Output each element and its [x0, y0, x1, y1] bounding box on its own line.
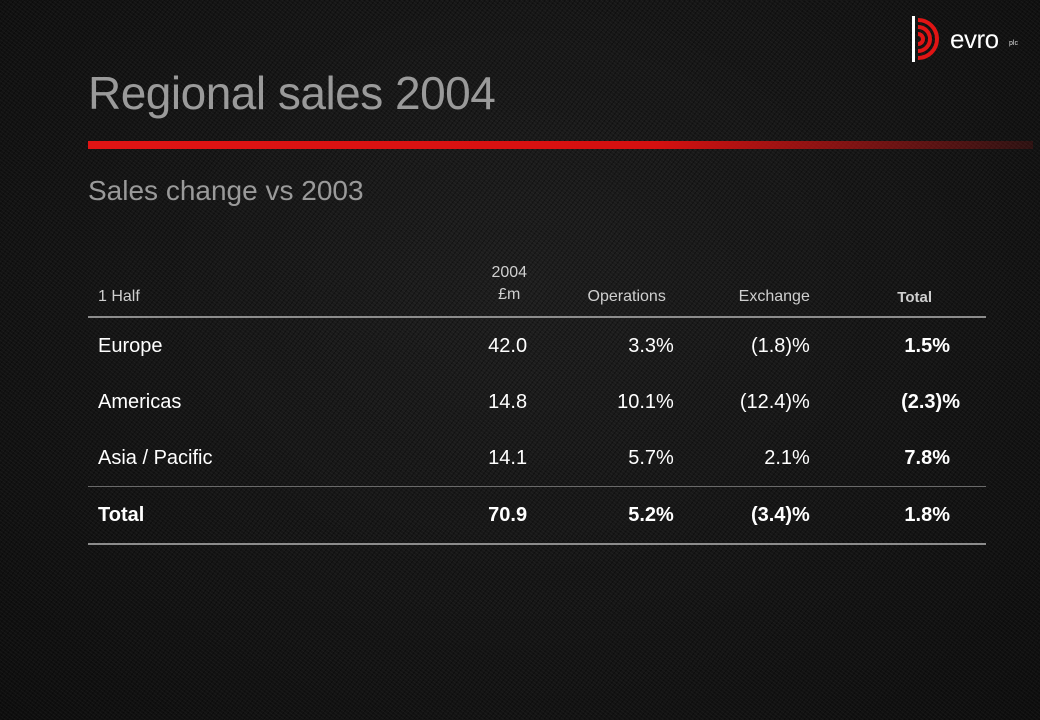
regional-sales-table: 1 Half 2004 £m Operations Exchange Total…	[88, 240, 986, 545]
cell-sales: 70.9	[488, 503, 528, 526]
table-row: Asia / Pacific 14.1 5.7% 2.1% 7.8%	[88, 430, 986, 487]
title-underline-bar	[88, 141, 1033, 149]
cell-region: Americas	[98, 390, 182, 413]
cell-total: 1.5%	[904, 334, 950, 357]
header-sales: 2004 £m	[229, 240, 527, 317]
slide-title: Regional sales 2004	[88, 67, 496, 119]
header-operations: Operations	[587, 288, 666, 305]
logo-suffix: plc	[1009, 40, 1018, 47]
cell-total: 1.8%	[904, 503, 950, 526]
cell-total: 7.8%	[904, 446, 950, 469]
header-year: 2004	[491, 264, 528, 281]
header-total: Total	[897, 289, 932, 306]
logo-wordmark: evro	[950, 24, 999, 54]
cell-exchange: 2.1%	[764, 446, 810, 469]
slide-subtitle: Sales change vs 2003	[88, 175, 364, 206]
cell-operations: 5.2%	[628, 503, 674, 526]
cell-region: Europe	[98, 334, 163, 357]
cell-sales: 14.1	[488, 446, 528, 469]
header-unit: £m	[498, 286, 521, 303]
company-logo: evro plc	[910, 14, 1030, 64]
cell-operations: 10.1%	[617, 390, 674, 413]
table-row: Americas 14.8 10.1% (12.4)% (2.3)%	[88, 374, 986, 430]
cell-exchange: (1.8)%	[750, 334, 810, 357]
logo-mark-icon	[912, 16, 939, 62]
table-row: Europe 42.0 3.3% (1.8)% 1.5%	[88, 317, 986, 374]
cell-total: (2.3)%	[901, 390, 960, 413]
cell-sales: 42.0	[488, 334, 528, 357]
cell-region: Total	[98, 503, 145, 526]
cell-exchange: (3.4)%	[750, 503, 810, 526]
cell-region: Asia / Pacific	[98, 446, 213, 469]
table-total-row: Total 70.9 5.2% (3.4)% 1.8%	[88, 487, 986, 544]
cell-operations: 3.3%	[628, 334, 674, 357]
header-region: 1 Half	[98, 288, 140, 305]
cell-sales: 14.8	[488, 390, 528, 413]
cell-exchange: (12.4)%	[739, 390, 810, 413]
header-exchange: Exchange	[738, 288, 810, 305]
table-header-row: 1 Half 2004 £m Operations Exchange Total	[88, 240, 986, 317]
cell-operations: 5.7%	[628, 446, 674, 469]
